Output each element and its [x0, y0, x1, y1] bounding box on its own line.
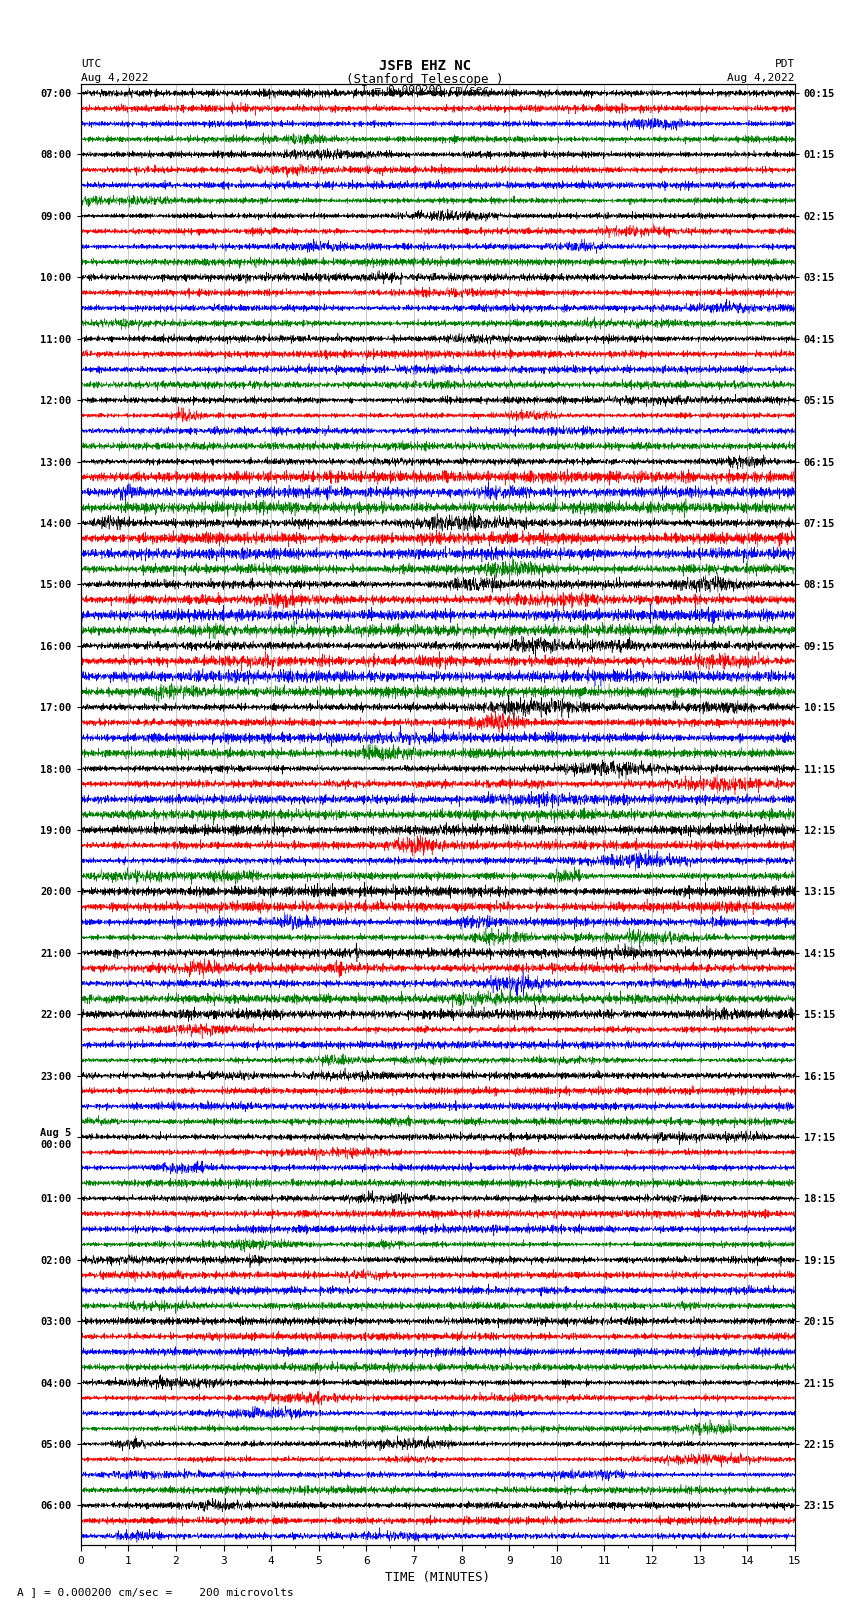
Text: I = 0.000200 cm/sec: I = 0.000200 cm/sec — [361, 85, 489, 95]
Text: PDT: PDT — [774, 58, 795, 69]
Text: A ] = 0.000200 cm/sec =    200 microvolts: A ] = 0.000200 cm/sec = 200 microvolts — [17, 1587, 294, 1597]
X-axis label: TIME (MINUTES): TIME (MINUTES) — [385, 1571, 490, 1584]
Text: (Stanford Telescope ): (Stanford Telescope ) — [346, 73, 504, 85]
Text: UTC: UTC — [81, 58, 101, 69]
Text: Aug 4,2022: Aug 4,2022 — [81, 73, 148, 82]
Text: Aug 4,2022: Aug 4,2022 — [728, 73, 795, 82]
Text: JSFB EHZ NC: JSFB EHZ NC — [379, 58, 471, 73]
